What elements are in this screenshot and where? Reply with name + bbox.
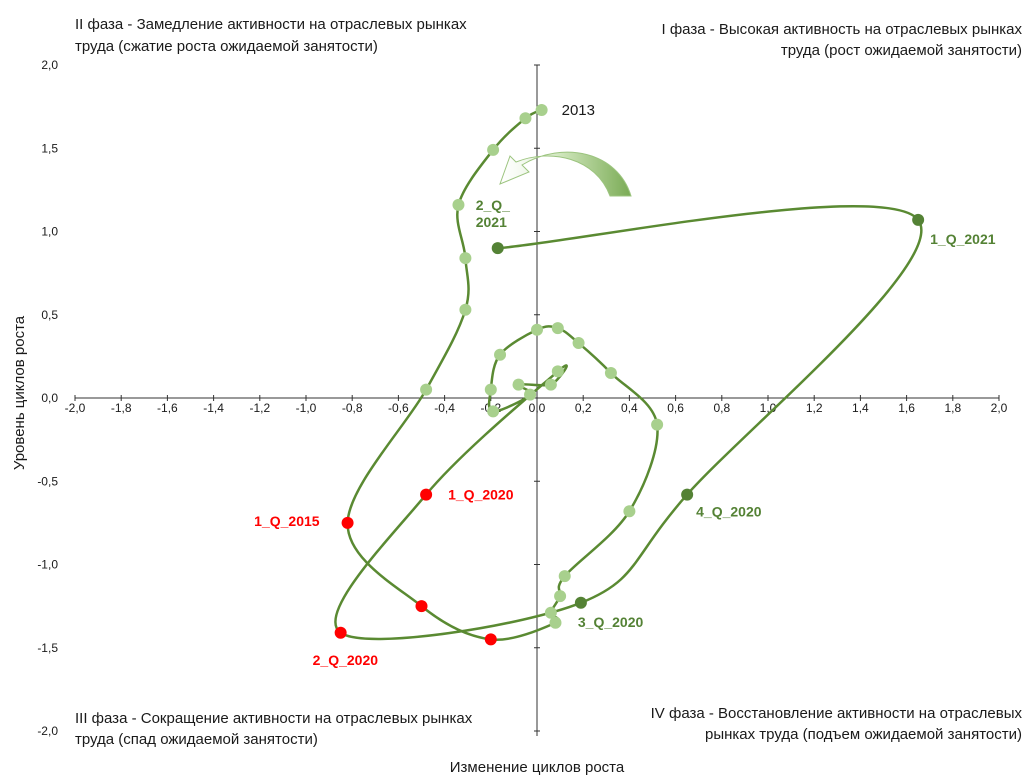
x-tick-label: 1,4 — [852, 401, 869, 415]
y-tick-labels: 2,0 1,5 1,0 0,5 0,0 -0,5 -1,0 -1,5 -2,0 — [37, 58, 540, 738]
data-point-1_Q_2020 — [420, 488, 433, 501]
x-tick-label: -1,8 — [111, 401, 132, 415]
x-tick-label: 0,0 — [529, 401, 546, 415]
y-axis-title: Уровень циклов роста — [11, 315, 28, 470]
x-tick-label: 0,2 — [575, 401, 592, 415]
y-tick-label: 1,5 — [41, 141, 58, 155]
y-tick-label: -1,0 — [37, 558, 58, 572]
data-point-4_Q_2020 — [681, 488, 694, 501]
data-point — [544, 378, 557, 391]
data-point — [459, 252, 472, 265]
data-label: 2_Q_2020 — [313, 652, 379, 668]
data-point — [623, 505, 636, 518]
x-tick-label: 1,8 — [944, 401, 961, 415]
data-point — [544, 606, 557, 619]
data-label: 1_Q_2021 — [930, 231, 996, 247]
data-point-3_Q_2020 — [574, 596, 587, 609]
x-tick-label: -1,2 — [249, 401, 270, 415]
x-axis-title: Изменение циклов роста — [450, 759, 625, 776]
data-point — [512, 378, 525, 391]
phase-3-title-line2: труда (спад ожидаемой занятости) — [75, 731, 318, 748]
data-label: 2013 — [562, 102, 595, 119]
curved-arrow-icon — [499, 151, 632, 197]
y-tick-label: -1,5 — [37, 641, 58, 655]
y-tick-label: 0,5 — [41, 308, 58, 322]
x-tick-label: -0,8 — [342, 401, 363, 415]
x-tick-label: -0,6 — [388, 401, 409, 415]
phase-1-title-line2: труда (рост ожидаемой занятости) — [781, 42, 1022, 59]
data-point — [487, 143, 500, 156]
x-tick-label: 0,8 — [713, 401, 730, 415]
y-tick-label: -2,0 — [37, 724, 58, 738]
y-tick-label: 2,0 — [41, 58, 58, 72]
data-point — [558, 570, 571, 583]
data-point — [494, 348, 507, 361]
phase-4-title-line2: рынках труда (подъем ожидаемой занятости… — [705, 726, 1022, 743]
data-point-2_Q_2021 — [491, 242, 504, 255]
data-point-1_Q_2015 — [341, 516, 354, 529]
x-tick-label: -1,0 — [296, 401, 317, 415]
data-point — [415, 600, 428, 613]
data-point — [551, 365, 564, 378]
phase-4-title-line1: IV фаза - Восстановление активности на о… — [651, 705, 1023, 722]
data-point-1_Q_2021 — [912, 213, 925, 226]
data-label: 2_Q_ 2021 — [476, 197, 510, 230]
data-point — [531, 323, 543, 336]
data-label: 4_Q_2020 — [696, 504, 762, 520]
data-point — [459, 303, 472, 316]
data-label: 3_Q_2020 — [578, 614, 644, 630]
data-point — [524, 388, 537, 401]
x-tick-label: 0,6 — [667, 401, 684, 415]
data-point — [551, 322, 564, 335]
x-tick-labels: -2,0-1,8-1,6-1,4-1,2-1,0-0,8-0,6-0,4-0,2… — [65, 395, 1008, 415]
x-tick-label: 0,4 — [621, 401, 638, 415]
data-point — [604, 367, 617, 380]
data-label: 1_Q_2020 — [448, 487, 514, 503]
data-point — [487, 405, 500, 418]
y-tick-label: 1,0 — [41, 225, 58, 239]
x-tick-label: -2,0 — [65, 401, 86, 415]
data-point — [572, 337, 585, 350]
data-point-2_Q_2020 — [334, 626, 347, 639]
y-tick-label: 0,0 — [41, 391, 58, 405]
data-point-2013 — [535, 103, 548, 116]
y-tick-label: -0,5 — [37, 474, 58, 488]
x-tick-label: -0,4 — [434, 401, 455, 415]
x-tick-label: -1,4 — [203, 401, 224, 415]
data-point — [484, 633, 497, 646]
phase-2-title-line2: труда (сжатие роста ожидаемой занятости) — [75, 38, 378, 55]
data-points — [334, 103, 925, 646]
x-tick-label: -1,6 — [157, 401, 178, 415]
phase-1-title-line1: I фаза - Высокая активность на отраслевы… — [661, 21, 1022, 38]
data-label: 1_Q_2015 — [254, 513, 320, 529]
data-point — [549, 616, 562, 629]
data-point — [651, 418, 664, 431]
x-tick-label: 1,2 — [806, 401, 823, 415]
data-point — [420, 383, 433, 396]
x-tick-label: 1,6 — [898, 401, 915, 415]
data-point — [484, 383, 497, 396]
data-labels: 2013 1_Q_2015 1_Q_2020 2_Q_2020 3_Q_2020 4_Q_… — [254, 102, 996, 668]
x-tick-label: 2,0 — [991, 401, 1008, 415]
data-point — [519, 112, 532, 125]
data-point — [452, 198, 465, 211]
data-point — [554, 590, 567, 603]
phase-2-title-line1: II фаза - Замедление активности на отрас… — [75, 16, 467, 33]
phase-3-title-line1: III фаза - Сокращение активности на отра… — [75, 710, 473, 727]
